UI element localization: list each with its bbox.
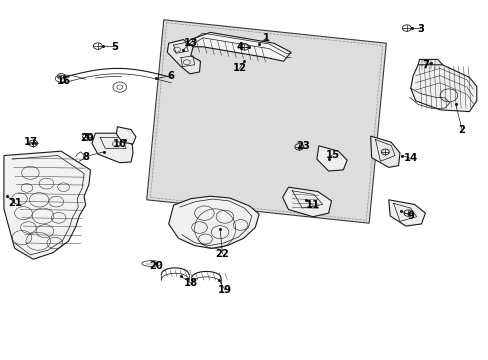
Text: 14: 14: [403, 153, 417, 163]
Text: 13: 13: [183, 38, 197, 48]
Text: 20: 20: [149, 261, 163, 271]
Text: 1: 1: [263, 33, 269, 43]
Text: 22: 22: [215, 249, 229, 259]
Polygon shape: [4, 151, 90, 259]
Polygon shape: [168, 196, 259, 248]
Text: 7: 7: [421, 60, 428, 70]
Text: 12: 12: [232, 63, 246, 73]
Text: 23: 23: [296, 141, 309, 151]
Text: 4: 4: [236, 42, 243, 52]
Polygon shape: [370, 136, 399, 167]
Polygon shape: [417, 59, 442, 72]
Text: 18: 18: [183, 278, 197, 288]
Text: 9: 9: [407, 211, 413, 221]
Text: 20: 20: [80, 132, 94, 143]
Text: 17: 17: [23, 137, 37, 147]
Text: 21: 21: [9, 198, 22, 208]
Text: 11: 11: [305, 200, 320, 210]
Text: 10: 10: [113, 139, 126, 149]
Text: 19: 19: [218, 285, 231, 295]
Text: 5: 5: [111, 42, 118, 52]
Polygon shape: [146, 20, 386, 223]
Polygon shape: [316, 146, 346, 171]
Polygon shape: [92, 133, 133, 163]
Polygon shape: [116, 127, 136, 144]
Polygon shape: [183, 32, 290, 61]
Text: 3: 3: [416, 24, 423, 34]
Text: 6: 6: [167, 71, 174, 81]
Text: 2: 2: [458, 125, 465, 135]
Polygon shape: [410, 65, 476, 112]
Text: 15: 15: [325, 150, 339, 160]
Polygon shape: [388, 200, 425, 226]
Polygon shape: [282, 187, 331, 217]
Polygon shape: [167, 40, 200, 74]
Text: 8: 8: [82, 152, 89, 162]
Text: 16: 16: [57, 76, 70, 86]
